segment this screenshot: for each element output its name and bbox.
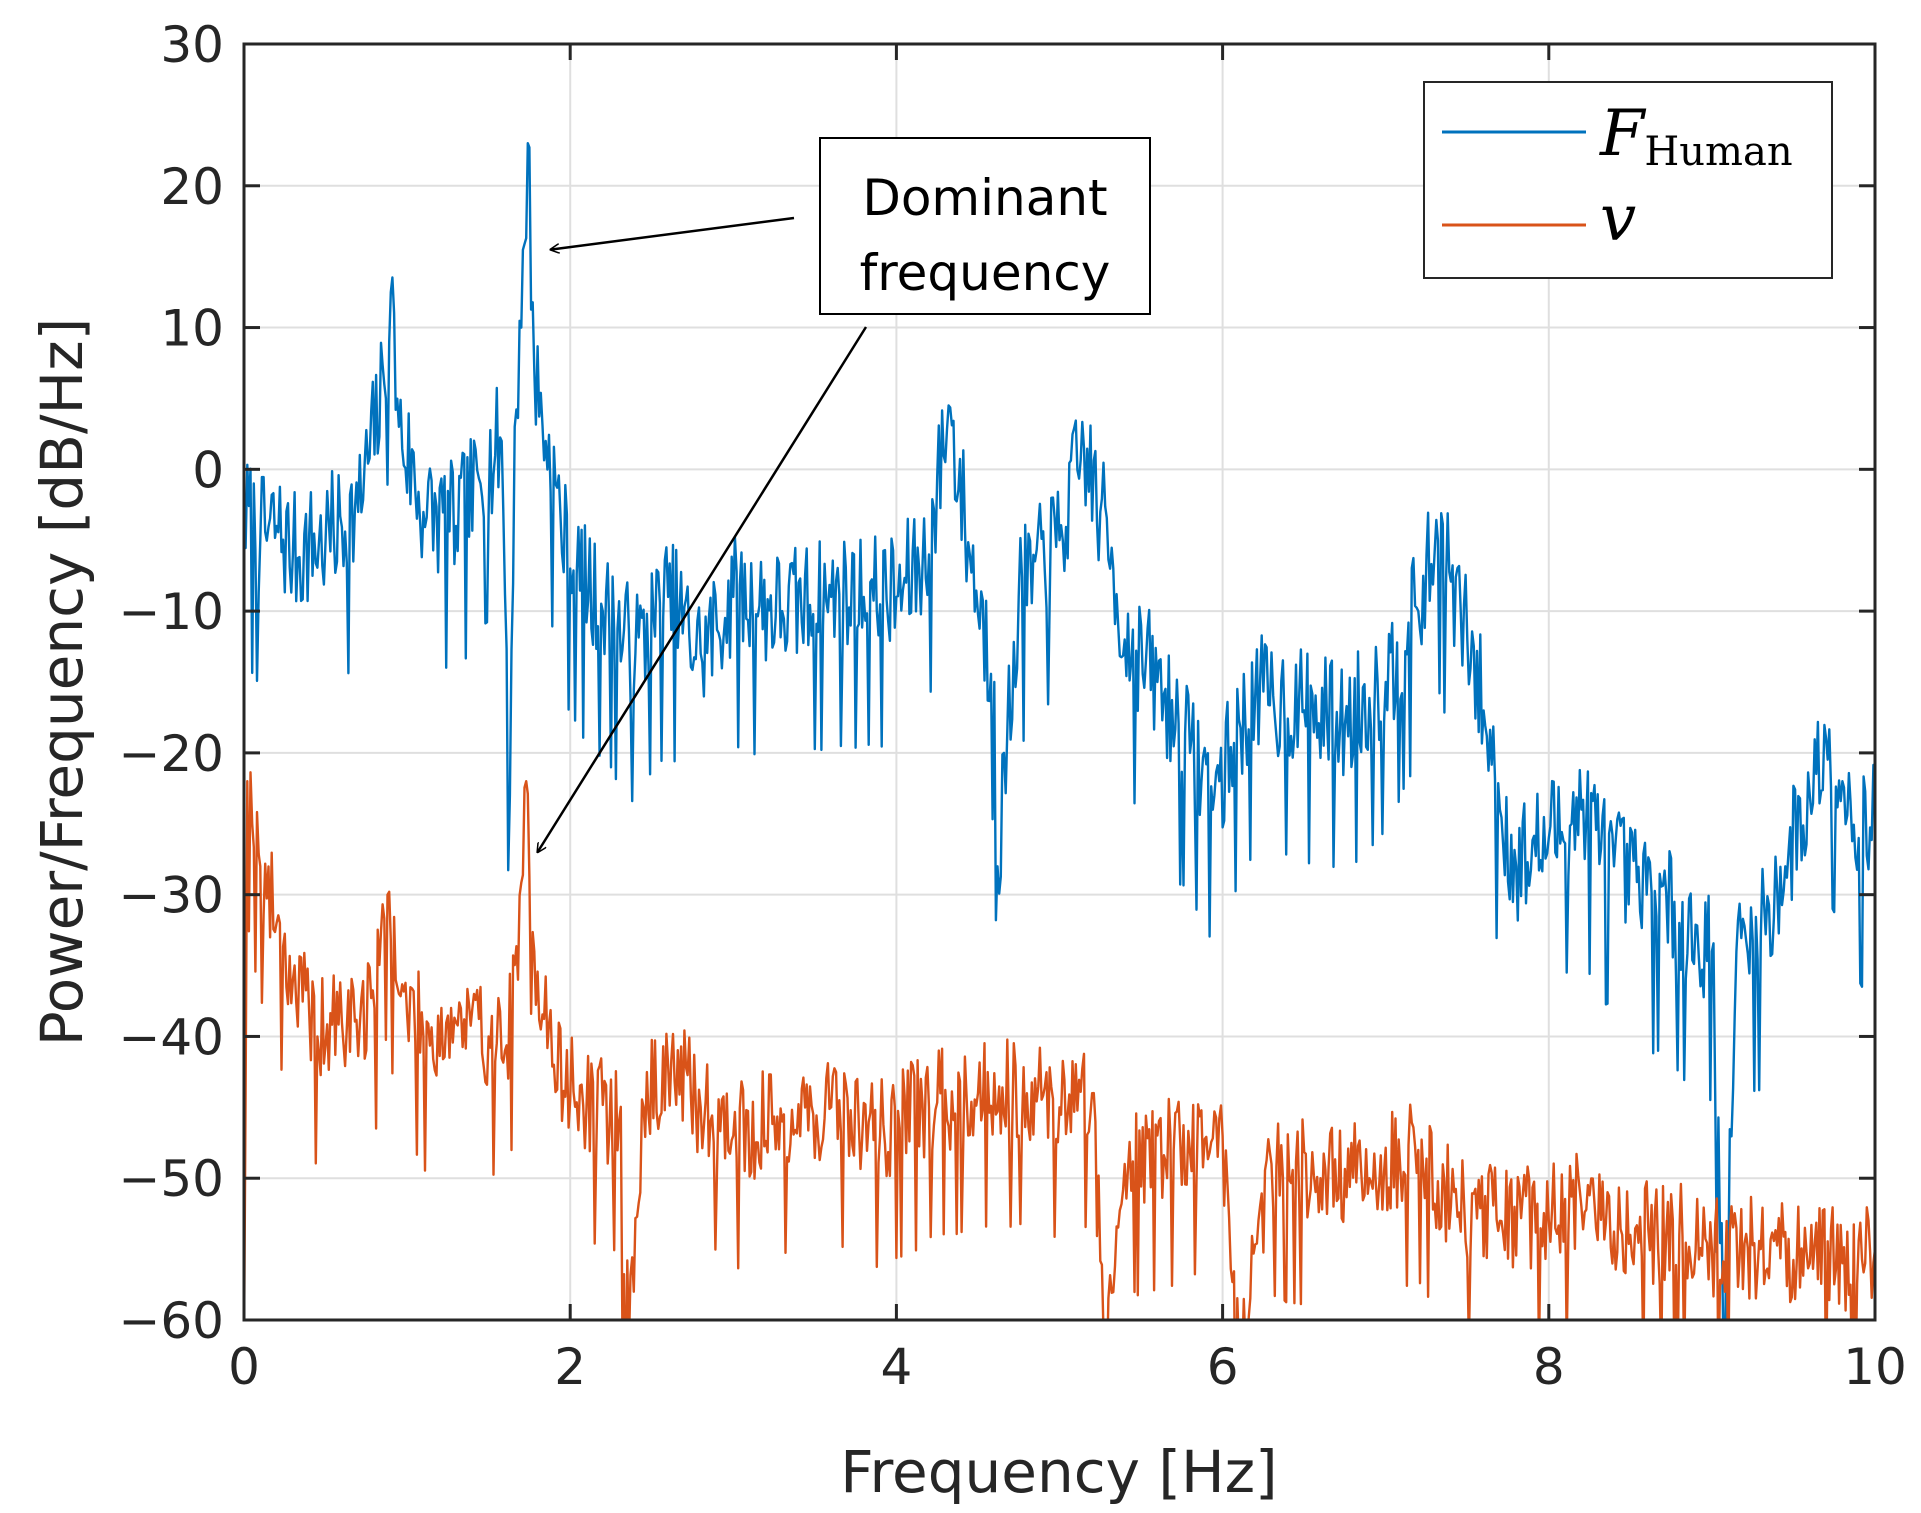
x-tick-label: 6 xyxy=(1207,1338,1239,1396)
annotation-line-2: frequency xyxy=(860,244,1111,302)
legend: FHuman v xyxy=(1423,81,1833,279)
y-tick-label: 10 xyxy=(160,300,224,358)
x-tick-label: 0 xyxy=(228,1338,260,1396)
annotation-arrow-upper xyxy=(551,216,795,250)
legend-box xyxy=(1423,81,1833,279)
legend-label-f-sub: Human xyxy=(1644,129,1792,175)
x-tick-label: 2 xyxy=(554,1338,586,1396)
x-tick-label: 4 xyxy=(880,1338,912,1396)
y-tick-label: −60 xyxy=(118,1292,224,1350)
x-axis-label: Frequency [Hz] xyxy=(840,1438,1277,1506)
series-line-v xyxy=(244,771,1875,1320)
annotation-arrow-lower xyxy=(538,326,868,852)
y-tick-label: −40 xyxy=(118,1008,224,1066)
x-tick-label: 8 xyxy=(1533,1338,1565,1396)
y-tick-label: 0 xyxy=(192,441,224,499)
x-tick-labels: 0 2 4 6 8 10 xyxy=(228,1338,1907,1396)
series-line-f-human xyxy=(244,141,1875,1320)
plot-series xyxy=(244,141,1875,1320)
legend-label-f-human: FHuman xyxy=(1599,97,1793,175)
y-axis-label: Power/Frequency [dB/Hz] xyxy=(28,318,96,1046)
axis-ticks xyxy=(242,42,1877,1322)
plot-frame xyxy=(242,42,1877,1322)
annotation-line-1: Dominant xyxy=(862,169,1107,227)
y-tick-label: 30 xyxy=(160,16,224,74)
y-tick-label: −50 xyxy=(118,1150,224,1208)
y-tick-label: 20 xyxy=(160,158,224,216)
y-tick-label: −20 xyxy=(118,725,224,783)
y-tick-label: −10 xyxy=(118,583,224,641)
x-tick-label: 10 xyxy=(1843,1338,1907,1396)
legend-label-v: v xyxy=(1600,182,1636,256)
legend-label-f-main: F xyxy=(1599,97,1647,171)
annotation-box xyxy=(819,137,1151,315)
y-tick-labels: 30 20 10 0 −10 −20 −30 −40 −50 −60 xyxy=(118,16,224,1350)
legend-label-v-main: v xyxy=(1600,182,1636,256)
y-tick-label: −30 xyxy=(118,867,224,925)
dominant-frequency-annotation: Dominant frequency xyxy=(538,137,1151,852)
